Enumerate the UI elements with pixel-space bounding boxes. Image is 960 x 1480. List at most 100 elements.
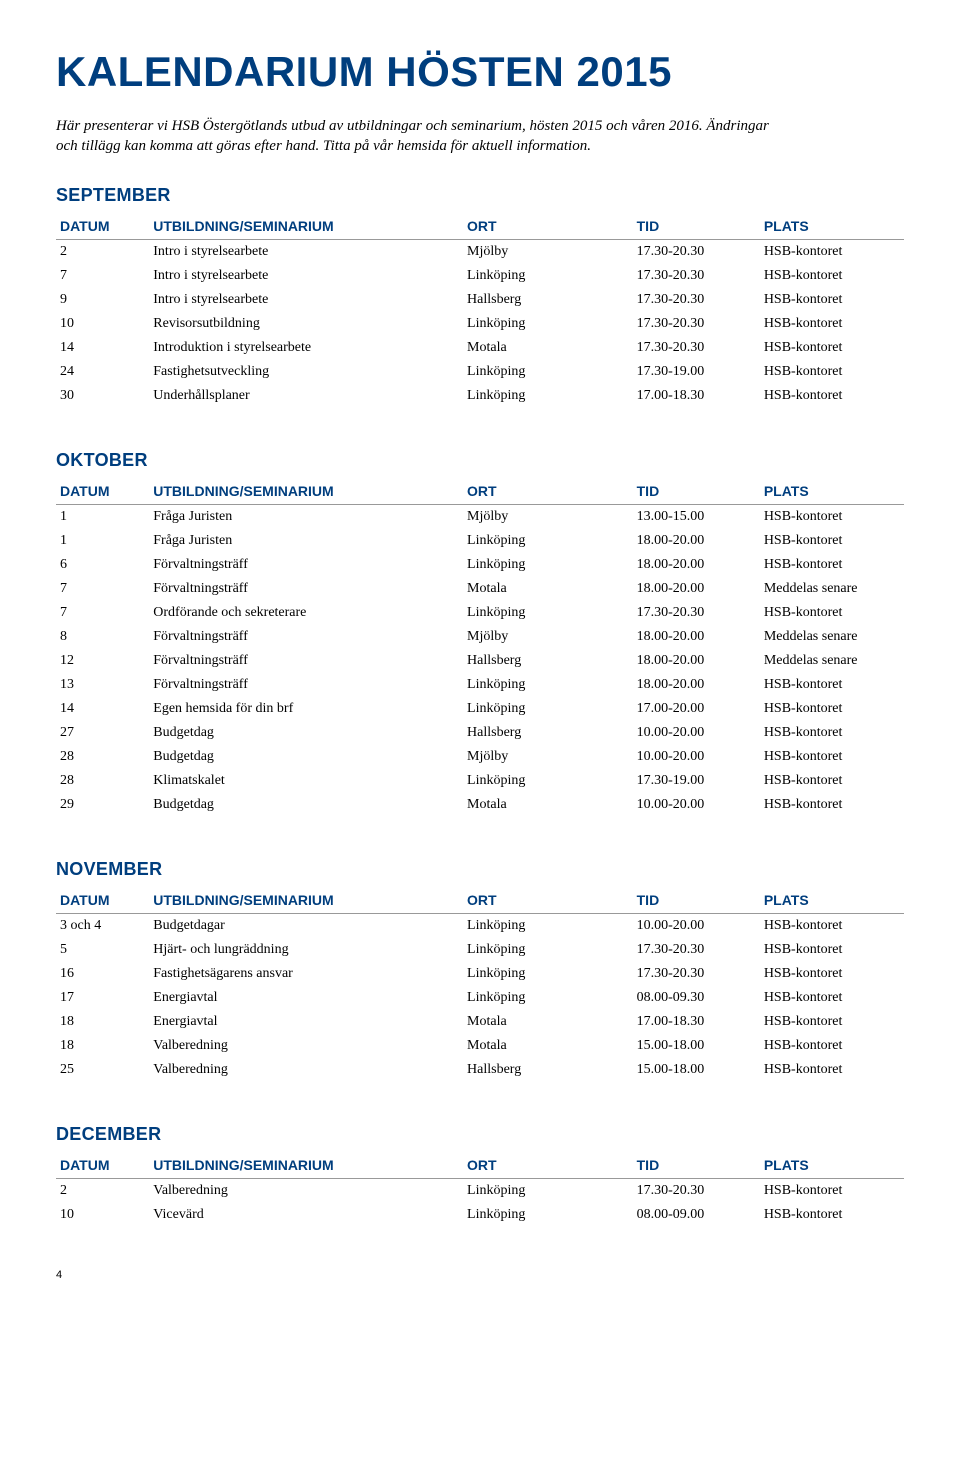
ort-cell: Motala bbox=[463, 793, 633, 817]
plats-cell: HSB-kontoret bbox=[760, 745, 904, 769]
datum-header: DATUM bbox=[56, 1151, 149, 1179]
ort-cell: Hallsberg bbox=[463, 1058, 633, 1082]
utbildning-cell: Revisorsutbildning bbox=[149, 312, 463, 336]
utbildning-cell: Ordförande och sekreterare bbox=[149, 601, 463, 625]
tid-cell: 17.30-19.00 bbox=[633, 360, 760, 384]
datum-header: DATUM bbox=[56, 886, 149, 914]
table-row: 6FörvaltningsträffLinköping18.00-20.00HS… bbox=[56, 553, 904, 577]
datum-cell: 10 bbox=[56, 1203, 149, 1227]
datum-cell: 9 bbox=[56, 288, 149, 312]
ort-cell: Linköping bbox=[463, 673, 633, 697]
table-row: 7Intro i styrelsearbeteLinköping17.30-20… bbox=[56, 264, 904, 288]
table-row: 12FörvaltningsträffHallsberg18.00-20.00M… bbox=[56, 649, 904, 673]
plats-cell: HSB-kontoret bbox=[760, 769, 904, 793]
tid-cell: 10.00-20.00 bbox=[633, 721, 760, 745]
tid-cell: 17.30-20.30 bbox=[633, 962, 760, 986]
table-row: 13FörvaltningsträffLinköping18.00-20.00H… bbox=[56, 673, 904, 697]
datum-cell: 1 bbox=[56, 529, 149, 553]
table-row: 7FörvaltningsträffMotala18.00-20.00Medde… bbox=[56, 577, 904, 601]
plats-cell: HSB-kontoret bbox=[760, 360, 904, 384]
intro-paragraph: Här presenterar vi HSB Östergötlands utb… bbox=[56, 116, 776, 157]
calendar-table: DATUMUTBILDNING/SEMINARIUMORTTIDPLATS2In… bbox=[56, 212, 904, 408]
datum-cell: 28 bbox=[56, 769, 149, 793]
table-row: 2ValberedningLinköping17.30-20.30HSB-kon… bbox=[56, 1178, 904, 1203]
table-row: 1Fråga JuristenMjölby13.00-15.00HSB-kont… bbox=[56, 504, 904, 529]
utbildning-cell: Intro i styrelsearbete bbox=[149, 288, 463, 312]
datum-cell: 2 bbox=[56, 1178, 149, 1203]
plats-cell: HSB-kontoret bbox=[760, 504, 904, 529]
tid-cell: 17.30-20.30 bbox=[633, 1178, 760, 1203]
utbildning-cell: Valberedning bbox=[149, 1034, 463, 1058]
table-row: 10VicevärdLinköping08.00-09.00HSB-kontor… bbox=[56, 1203, 904, 1227]
ort-cell: Linköping bbox=[463, 1203, 633, 1227]
table-row: 25ValberedningHallsberg15.00-18.00HSB-ko… bbox=[56, 1058, 904, 1082]
tid-cell: 17.00-18.30 bbox=[633, 384, 760, 408]
table-row: 16Fastighetsägarens ansvarLinköping17.30… bbox=[56, 962, 904, 986]
ort-cell: Linköping bbox=[463, 312, 633, 336]
plats-cell: HSB-kontoret bbox=[760, 1058, 904, 1082]
datum-header: DATUM bbox=[56, 212, 149, 240]
datum-cell: 6 bbox=[56, 553, 149, 577]
table-row: 18ValberedningMotala15.00-18.00HSB-konto… bbox=[56, 1034, 904, 1058]
utbildning-cell: Förvaltningsträff bbox=[149, 553, 463, 577]
datum-cell: 25 bbox=[56, 1058, 149, 1082]
plats-cell: HSB-kontoret bbox=[760, 601, 904, 625]
plats-cell: HSB-kontoret bbox=[760, 553, 904, 577]
tid-cell: 17.30-20.30 bbox=[633, 312, 760, 336]
table-row: 8FörvaltningsträffMjölby18.00-20.00Medde… bbox=[56, 625, 904, 649]
page-title: KALENDARIUM HÖSTEN 2015 bbox=[56, 48, 904, 96]
ort-cell: Motala bbox=[463, 1034, 633, 1058]
plats-cell: Meddelas senare bbox=[760, 625, 904, 649]
ort-header: ORT bbox=[463, 477, 633, 505]
table-row: 1Fråga JuristenLinköping18.00-20.00HSB-k… bbox=[56, 529, 904, 553]
tid-cell: 10.00-20.00 bbox=[633, 793, 760, 817]
ort-cell: Hallsberg bbox=[463, 288, 633, 312]
utbildning-cell: Underhållsplaner bbox=[149, 384, 463, 408]
plats-cell: HSB-kontoret bbox=[760, 986, 904, 1010]
utbildning-cell: Förvaltningsträff bbox=[149, 577, 463, 601]
tid-cell: 18.00-20.00 bbox=[633, 553, 760, 577]
ort-cell: Mjölby bbox=[463, 504, 633, 529]
utbildning-cell: Klimatskalet bbox=[149, 769, 463, 793]
datum-cell: 12 bbox=[56, 649, 149, 673]
utbildning-cell: Fastighetsutveckling bbox=[149, 360, 463, 384]
tid-cell: 18.00-20.00 bbox=[633, 673, 760, 697]
ort-cell: Linköping bbox=[463, 360, 633, 384]
table-row: 9Intro i styrelsearbeteHallsberg17.30-20… bbox=[56, 288, 904, 312]
table-row: 7Ordförande och sekreterareLinköping17.3… bbox=[56, 601, 904, 625]
plats-cell: HSB-kontoret bbox=[760, 312, 904, 336]
tid-header: TID bbox=[633, 477, 760, 505]
tid-cell: 18.00-20.00 bbox=[633, 649, 760, 673]
ort-cell: Linköping bbox=[463, 986, 633, 1010]
datum-cell: 7 bbox=[56, 264, 149, 288]
month-heading: OKTOBER bbox=[56, 450, 904, 471]
utbildning-cell: Introduktion i styrelsearbete bbox=[149, 336, 463, 360]
utbildning-cell: Valberedning bbox=[149, 1178, 463, 1203]
plats-cell: HSB-kontoret bbox=[760, 913, 904, 938]
tid-cell: 13.00-15.00 bbox=[633, 504, 760, 529]
ort-cell: Mjölby bbox=[463, 625, 633, 649]
utbildning-cell: Förvaltningsträff bbox=[149, 625, 463, 649]
plats-cell: HSB-kontoret bbox=[760, 697, 904, 721]
plats-cell: HSB-kontoret bbox=[760, 1178, 904, 1203]
ort-cell: Linköping bbox=[463, 913, 633, 938]
utbildning-header: UTBILDNING/SEMINARIUM bbox=[149, 886, 463, 914]
plats-cell: Meddelas senare bbox=[760, 649, 904, 673]
tid-cell: 10.00-20.00 bbox=[633, 913, 760, 938]
ort-header: ORT bbox=[463, 1151, 633, 1179]
plats-cell: HSB-kontoret bbox=[760, 721, 904, 745]
calendar-table: DATUMUTBILDNING/SEMINARIUMORTTIDPLATS1Fr… bbox=[56, 477, 904, 817]
ort-cell: Motala bbox=[463, 336, 633, 360]
tid-cell: 17.00-18.30 bbox=[633, 1010, 760, 1034]
datum-cell: 7 bbox=[56, 601, 149, 625]
ort-header: ORT bbox=[463, 886, 633, 914]
utbildning-cell: Fråga Juristen bbox=[149, 529, 463, 553]
tid-header: TID bbox=[633, 886, 760, 914]
datum-cell: 1 bbox=[56, 504, 149, 529]
tid-cell: 17.30-20.30 bbox=[633, 239, 760, 264]
plats-header: PLATS bbox=[760, 212, 904, 240]
ort-cell: Linköping bbox=[463, 962, 633, 986]
plats-cell: Meddelas senare bbox=[760, 577, 904, 601]
utbildning-cell: Egen hemsida för din brf bbox=[149, 697, 463, 721]
datum-cell: 2 bbox=[56, 239, 149, 264]
